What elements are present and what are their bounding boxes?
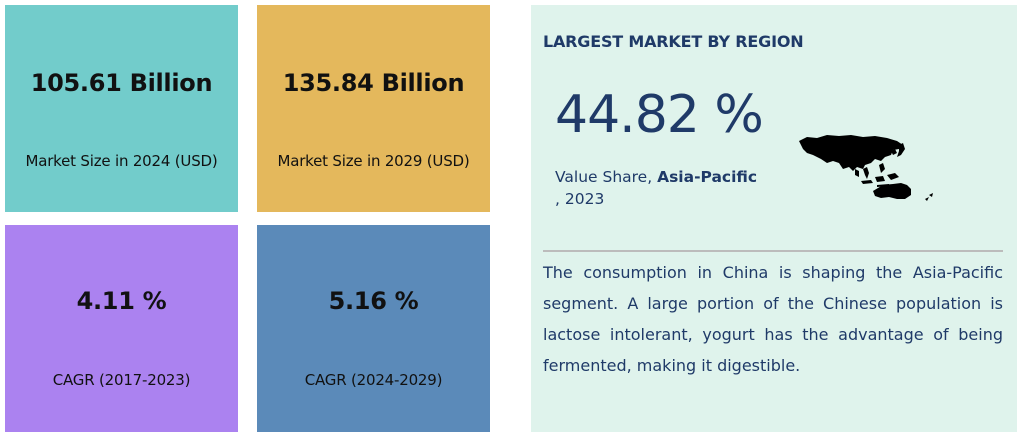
region-description: The consumption in China is shaping the … xyxy=(543,263,1003,375)
cagr-2017-2023-value: 4.11 % xyxy=(76,287,167,315)
market-size-2029-label: Market Size in 2029 (USD) xyxy=(277,152,470,170)
cagr-2017-2023-label: CAGR (2017-2023) xyxy=(52,371,191,389)
cagr-2024-2029-value: 5.16 % xyxy=(328,287,419,315)
cagr-2017-2023-card: 4.11 % CAGR (2017-2023) xyxy=(5,225,238,432)
largest-market-region-panel: LARGEST MARKET BY REGION 44.82 % Value S… xyxy=(531,5,1017,432)
cagr-2024-2029-label: CAGR (2024-2029) xyxy=(304,371,443,389)
region-divider xyxy=(543,250,1003,252)
region-value-share-caption: Value Share, Asia-Pacific , 2023 xyxy=(555,166,775,210)
market-size-2024-card: 105.61 Billion Market Size in 2024 (USD) xyxy=(5,5,238,212)
share-year: , 2023 xyxy=(555,190,605,208)
market-size-2029-value: 135.84 Billion xyxy=(282,69,465,97)
asia-pacific-map-icon xyxy=(799,135,933,201)
share-prefix: Value Share, xyxy=(555,168,658,186)
market-size-2024-value: 105.61 Billion xyxy=(30,69,213,97)
cagr-2024-2029-card: 5.16 % CAGR (2024-2029) xyxy=(257,225,490,432)
region-value-share-percent: 44.82 % xyxy=(555,85,764,145)
region-heading: LARGEST MARKET BY REGION xyxy=(543,32,804,51)
market-size-2024-label: Market Size in 2024 (USD) xyxy=(25,152,218,170)
share-region-name: Asia-Pacific xyxy=(657,168,758,186)
market-size-2029-card: 135.84 Billion Market Size in 2029 (USD) xyxy=(257,5,490,212)
